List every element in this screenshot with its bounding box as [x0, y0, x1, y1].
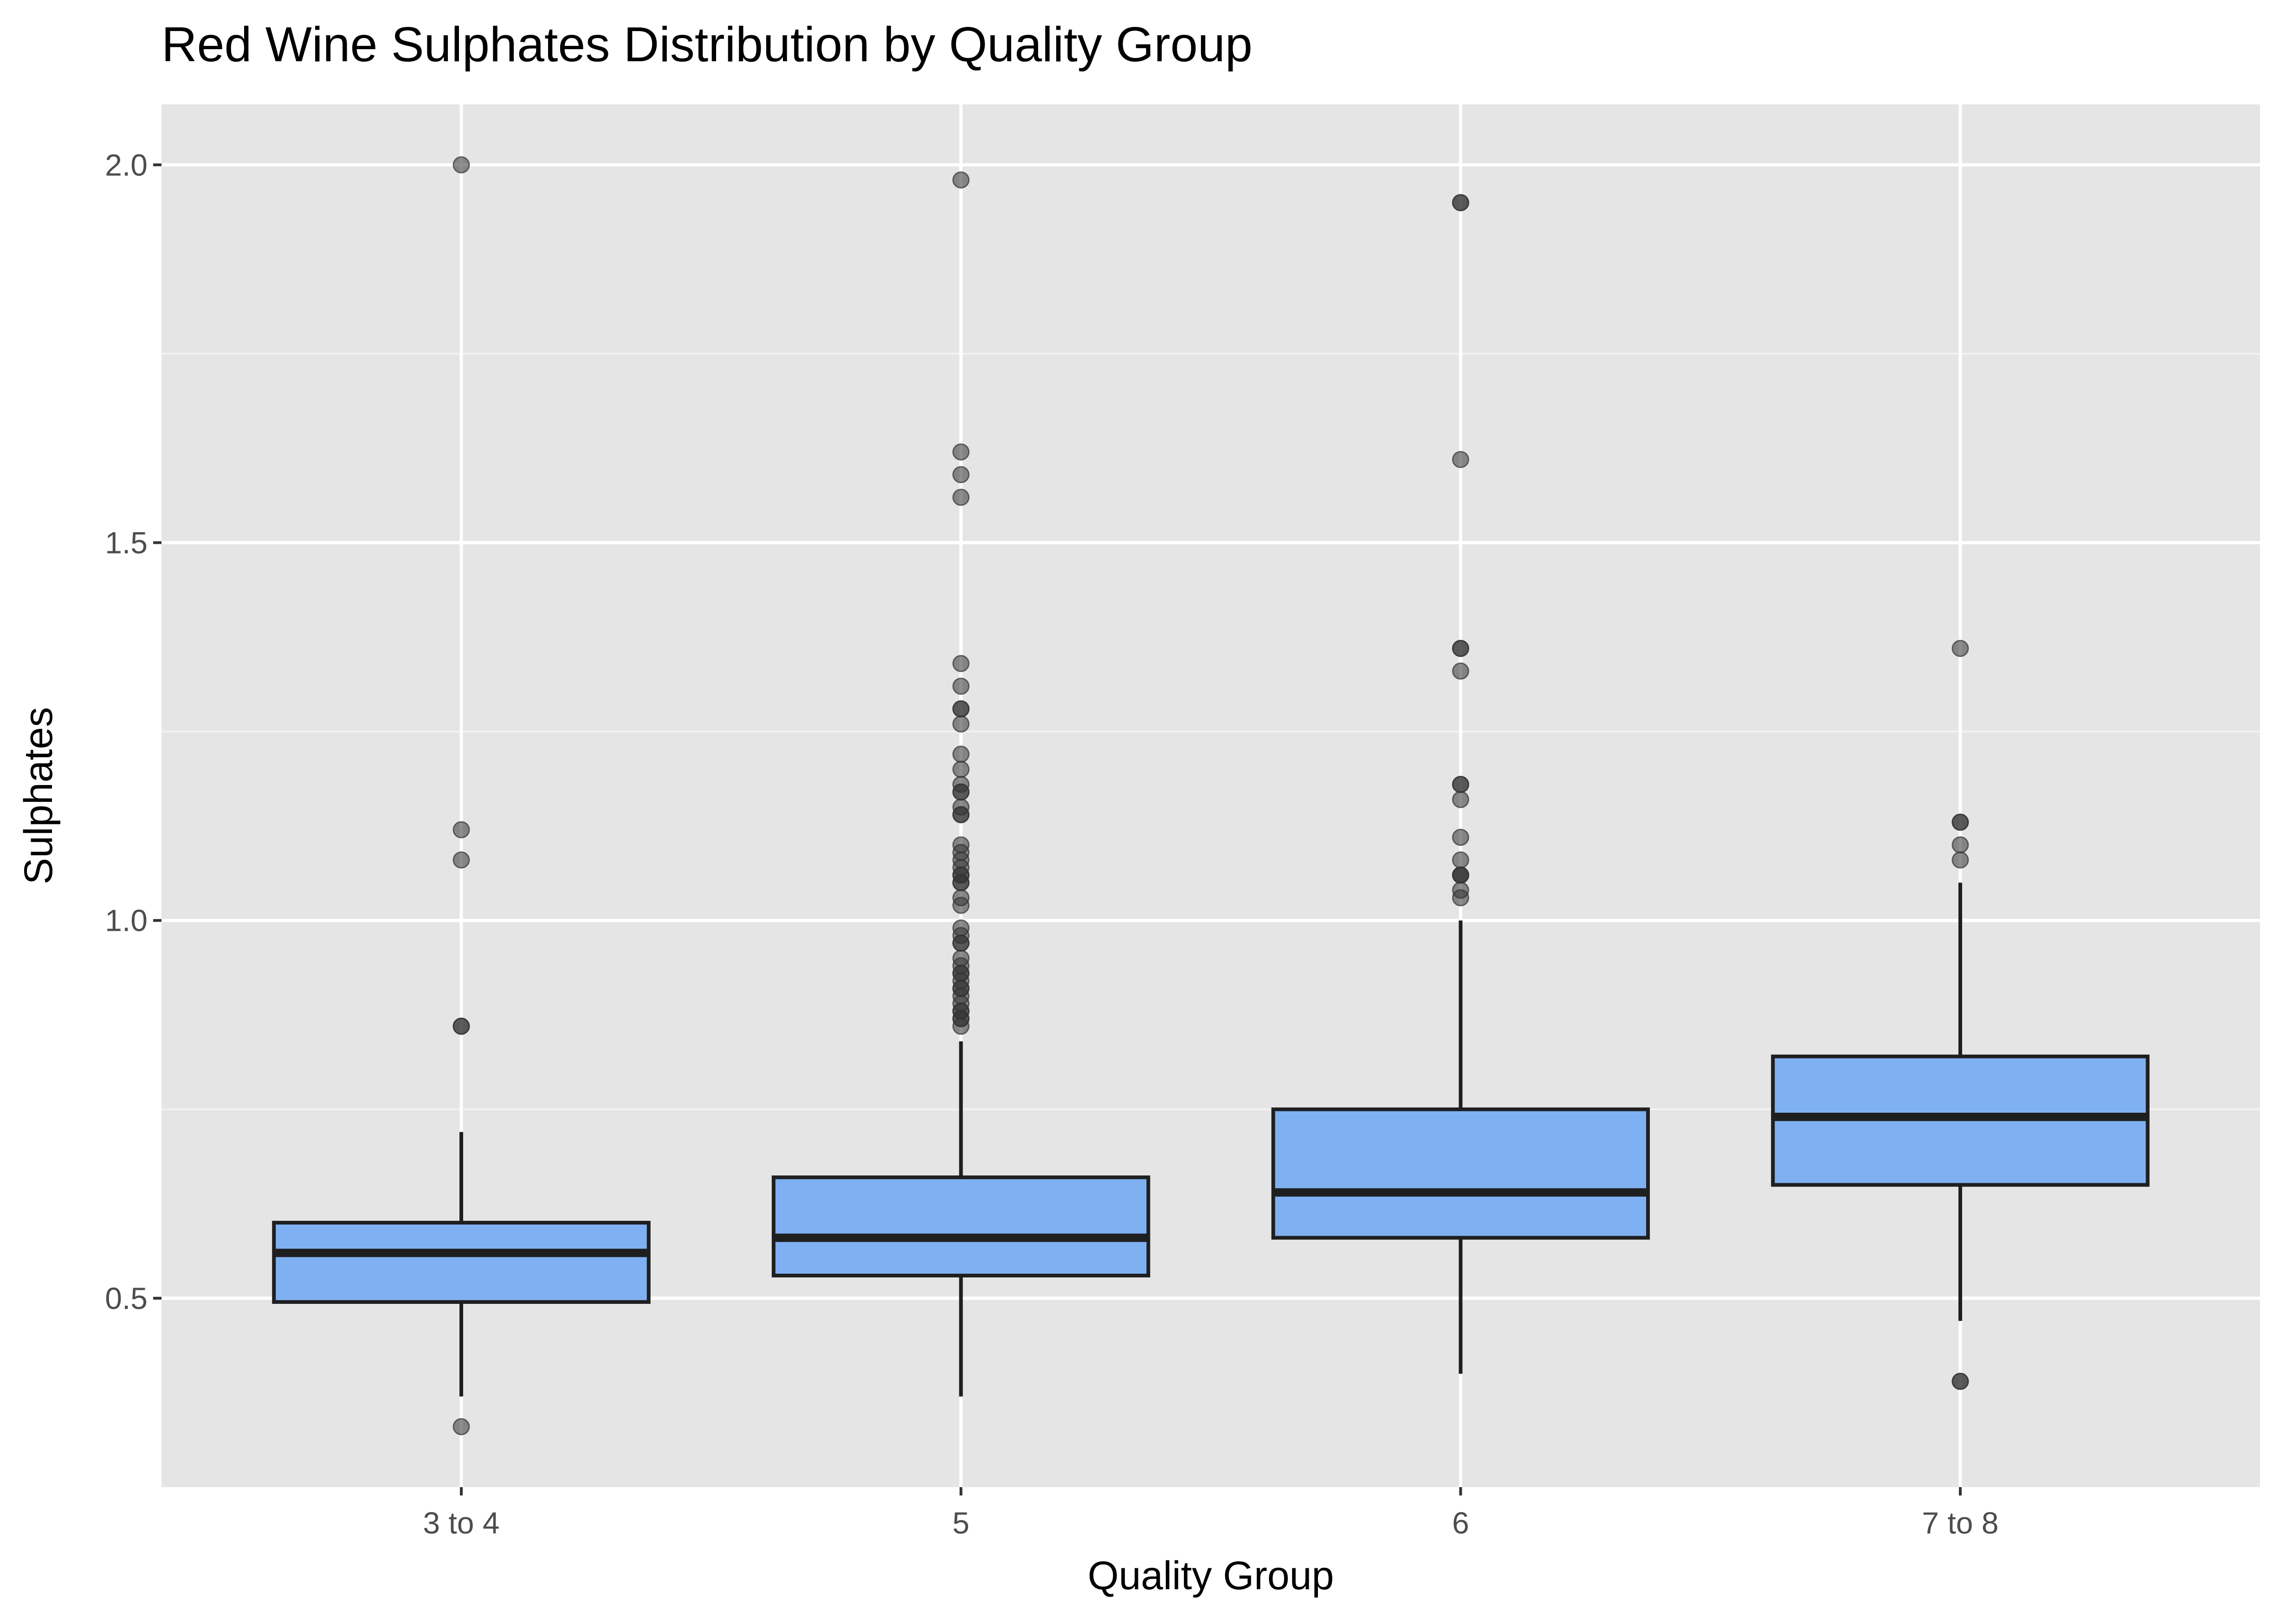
- axes: 0.5 1.0 1.5 2.0 3 to 4 5 6 7 to 8: [105, 148, 1998, 1540]
- outlier-point: [952, 489, 970, 506]
- y-tick-label: 2.0: [105, 148, 148, 182]
- outlier-point: [1452, 194, 1469, 212]
- outlier-point: [1951, 813, 1969, 831]
- outlier-point: [952, 171, 970, 189]
- outlier-point: [952, 700, 970, 718]
- y-tick-label: 0.5: [105, 1281, 148, 1315]
- outlier-point: [452, 821, 470, 838]
- outlier-point: [1951, 836, 1969, 854]
- whiskers: [459, 883, 1962, 1397]
- outlier-point: [1951, 1373, 1969, 1390]
- box: [272, 1221, 651, 1304]
- outlier-point: [1951, 851, 1969, 869]
- outlier-point: [1452, 829, 1469, 846]
- outlier-point: [952, 798, 970, 816]
- y-tick-label: 1.5: [105, 525, 148, 560]
- box: [771, 1175, 1150, 1278]
- chart-title: Red Wine Sulphates Distribution by Quali…: [162, 17, 1253, 72]
- outlier-point: [952, 655, 970, 672]
- x-tick-label: 6: [1452, 1506, 1469, 1540]
- y-tick-label: 1.0: [105, 903, 148, 938]
- outlier-point: [952, 466, 970, 483]
- outlier-point: [952, 889, 970, 907]
- outlier-point: [952, 776, 970, 793]
- outlier-point: [1452, 866, 1469, 884]
- x-axis-title: Quality Group: [1088, 1553, 1334, 1598]
- outlier-point: [952, 919, 970, 937]
- outlier-point: [952, 949, 970, 967]
- outlier-point: [1452, 851, 1469, 869]
- x-tick-label: 3 to 4: [423, 1506, 499, 1540]
- outlier-point: [952, 836, 970, 854]
- outlier-point: [1452, 639, 1469, 657]
- outlier-point: [1951, 639, 1969, 657]
- outlier-point: [952, 715, 970, 733]
- outlier-point: [1452, 776, 1469, 793]
- outlier-point: [452, 1018, 470, 1035]
- outlier-point: [1452, 451, 1469, 468]
- outlier-point: [452, 1418, 470, 1436]
- x-tick-label: 7 to 8: [1922, 1506, 1998, 1540]
- outlier-point: [952, 677, 970, 695]
- outlier-point: [452, 156, 470, 174]
- outlier-point: [1452, 791, 1469, 808]
- outlier-point: [952, 745, 970, 763]
- outlier-point: [952, 760, 970, 778]
- outlier-point: [1452, 662, 1469, 680]
- outlier-point: [1452, 882, 1469, 899]
- box: [1271, 1107, 1650, 1240]
- y-axis-title: Sulphates: [16, 707, 61, 885]
- outlier-point: [452, 851, 470, 869]
- outlier-points: [452, 156, 1969, 1436]
- outlier-point: [952, 443, 970, 461]
- x-tick-label: 5: [952, 1506, 969, 1540]
- boxes: [272, 1054, 2150, 1304]
